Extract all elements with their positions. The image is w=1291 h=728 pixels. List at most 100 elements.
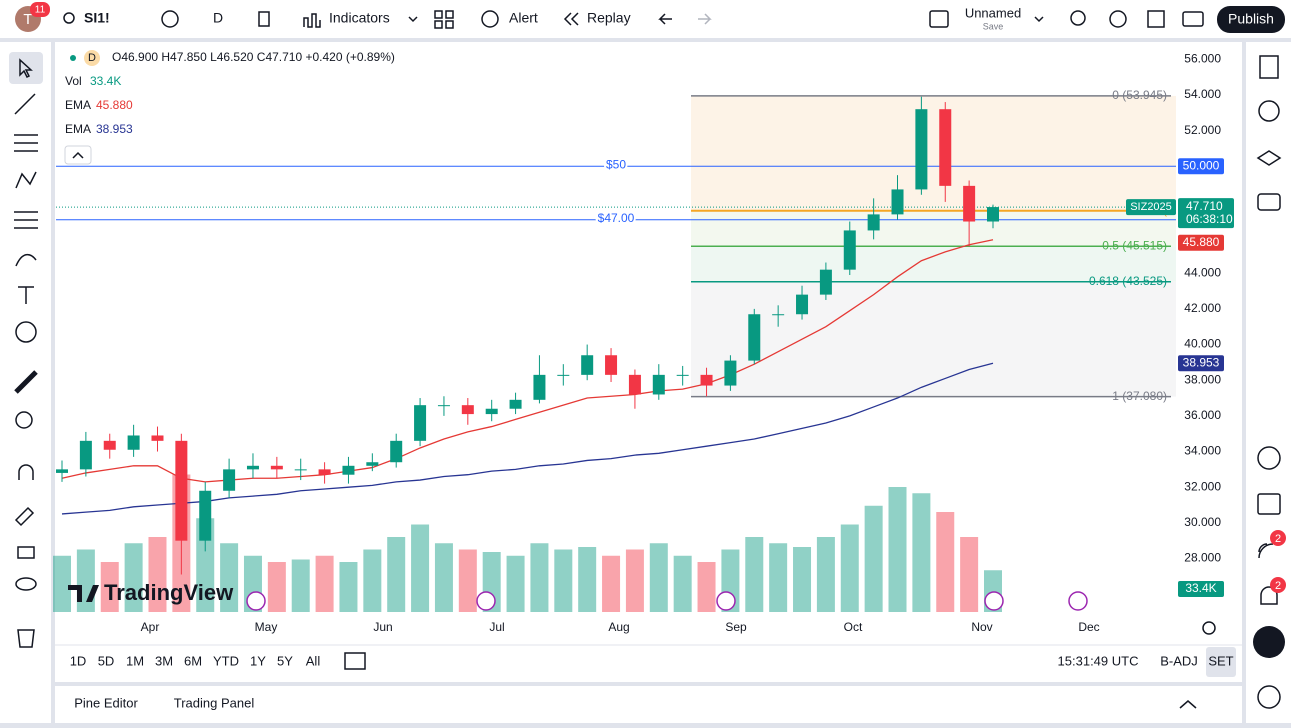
save-label[interactable]: Save [983, 21, 1004, 31]
add-symbol-icon[interactable] [161, 10, 179, 28]
lock-tool[interactable] [17, 546, 35, 559]
volume-bar [387, 537, 406, 612]
layouts-icon[interactable] [434, 10, 443, 19]
y-tick-label: 44.000 [1184, 265, 1221, 279]
candle-body [56, 469, 68, 473]
alert-button[interactable]: Alert [509, 10, 538, 26]
range-button[interactable]: 1M [126, 653, 144, 668]
candle-body [796, 294, 809, 315]
session-button[interactable] [1206, 647, 1236, 677]
range-button[interactable]: 5Y [277, 653, 293, 668]
volume-bar [411, 524, 430, 612]
search-icon[interactable] [63, 12, 75, 24]
delete-tool[interactable] [17, 629, 35, 648]
indicators-icon[interactable] [303, 13, 321, 28]
quick-search-icon[interactable] [1070, 10, 1086, 26]
products-button[interactable] [1253, 626, 1285, 658]
measure-tool[interactable] [14, 370, 38, 394]
chat-icon[interactable] [1257, 193, 1281, 211]
interval[interactable]: D [213, 10, 223, 26]
candle-body [485, 408, 498, 415]
axis-settings-icon[interactable] [1202, 621, 1216, 635]
range-button[interactable]: 1D [70, 653, 87, 668]
undo-icon[interactable] [658, 13, 672, 25]
watchlist-icon[interactable] [1259, 55, 1279, 79]
cursor-tool[interactable] [9, 52, 43, 84]
event-icon [1068, 591, 1088, 611]
legend-ema-value: 45.880 [96, 98, 133, 112]
layout-icon[interactable] [929, 10, 949, 28]
candle-body [414, 405, 427, 441]
alert-icon[interactable] [481, 10, 499, 28]
alerts-icon[interactable] [1258, 100, 1280, 122]
date-range-icon[interactable] [344, 652, 366, 670]
fib-zone [691, 95, 1176, 211]
trend-line-tool[interactable] [14, 93, 36, 115]
adjustment[interactable]: B-ADJ [1160, 653, 1198, 668]
volume-bar [673, 555, 692, 612]
notifications-icon[interactable] [1260, 586, 1278, 605]
expand-panel-icon[interactable] [1179, 700, 1197, 709]
brush-tool[interactable] [15, 253, 37, 267]
range-button[interactable]: 6M [184, 653, 202, 668]
help-icon[interactable] [1257, 685, 1281, 709]
ema-badge-bg [1178, 355, 1224, 372]
legend-vol-label: Vol [65, 74, 82, 88]
y-tick-label: 56.000 [1184, 51, 1221, 65]
indicators-button[interactable]: Indicators [329, 10, 390, 26]
legend-vol-value: 33.4K [90, 74, 121, 88]
chart-type-icon[interactable] [258, 11, 270, 27]
volume-bar [745, 537, 764, 612]
logo-mark [68, 585, 99, 602]
candle-body [366, 462, 379, 466]
notification-badge [30, 2, 50, 17]
data-window-icon[interactable] [1256, 150, 1282, 166]
publish-button[interactable] [1217, 6, 1285, 33]
layout-name[interactable]: Unnamed [965, 5, 1021, 20]
magnet-tool[interactable] [18, 464, 34, 480]
range-button[interactable]: YTD [213, 653, 239, 668]
pine-editor-tab[interactable]: Pine Editor [74, 695, 138, 710]
hide-tool[interactable] [15, 577, 37, 591]
stream-icon[interactable] [1258, 543, 1274, 559]
replay-icon[interactable] [563, 12, 579, 26]
dropdown-icon[interactable] [408, 16, 418, 23]
redo-icon[interactable] [698, 13, 712, 25]
legend-ema-label: EMA [65, 122, 91, 136]
x-tick-label: Jun [373, 620, 392, 634]
snapshot-icon[interactable] [1182, 11, 1204, 27]
prediction-tool[interactable] [14, 211, 38, 229]
collapse-legend[interactable] [64, 145, 92, 165]
fib-tool[interactable] [14, 134, 38, 152]
emoji-tool[interactable] [15, 321, 37, 343]
fib-label: 0.618 (43.525) [1089, 274, 1167, 288]
ideas-icon[interactable] [1257, 446, 1281, 470]
volume-bar [530, 543, 549, 612]
volume-bar [554, 549, 573, 612]
candle-body [652, 374, 665, 395]
sidebar-badge-count: 2 [1275, 533, 1281, 545]
settings-icon[interactable] [1109, 10, 1127, 28]
replay-button[interactable]: Replay [587, 10, 631, 26]
stay-drawing-tool[interactable] [14, 506, 35, 527]
symbol[interactable]: SI1! [84, 10, 110, 26]
calendar-icon[interactable] [1257, 493, 1281, 515]
candle-body [533, 374, 546, 400]
pattern-tool[interactable] [15, 171, 37, 189]
candle-body [891, 189, 904, 215]
y-tick-label: 54.000 [1184, 87, 1221, 101]
range-button[interactable]: 5D [98, 653, 115, 668]
candle-body [223, 469, 236, 491]
text-tool[interactable] [18, 286, 34, 304]
y-tick-label: 52.000 [1184, 123, 1221, 137]
trading-panel-tab[interactable]: Trading Panel [174, 695, 255, 710]
range-button[interactable]: 3M [155, 653, 173, 668]
range-button[interactable]: All [306, 653, 321, 668]
zoom-tool[interactable] [15, 411, 33, 429]
candle-body [246, 465, 259, 470]
candle-body [437, 405, 450, 407]
fullscreen-icon[interactable] [1147, 10, 1165, 28]
range-button[interactable]: 1Y [250, 653, 266, 668]
legend-ohlc: O46.900 H47.850 L46.520 C47.710 +0.420 (… [112, 50, 395, 64]
dropdown-icon[interactable] [1034, 16, 1044, 23]
